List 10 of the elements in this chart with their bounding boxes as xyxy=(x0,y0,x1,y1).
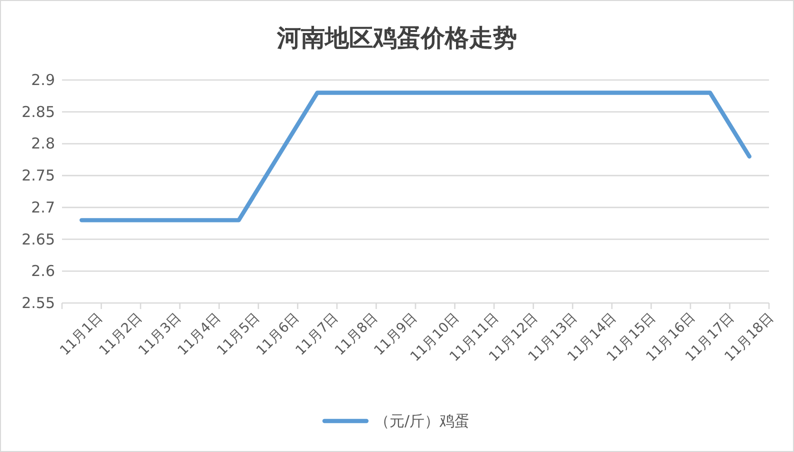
y-tick-label: 2.9 xyxy=(31,71,55,89)
title: 河南地区鸡蛋价格走势 xyxy=(277,26,517,52)
y-tick-label: 2.6 xyxy=(31,262,55,280)
y-tick-label: 2.7 xyxy=(31,198,55,216)
y-tick-label: 2.8 xyxy=(31,134,55,153)
y-tick-label: 2.85 xyxy=(22,102,55,121)
y-tick-label: 2.75 xyxy=(22,166,55,185)
y-tick-label: 2.55 xyxy=(22,294,55,312)
y-tick-label: 2.65 xyxy=(22,230,55,248)
legend-label: （元/斤）鸡蛋 xyxy=(374,412,470,430)
